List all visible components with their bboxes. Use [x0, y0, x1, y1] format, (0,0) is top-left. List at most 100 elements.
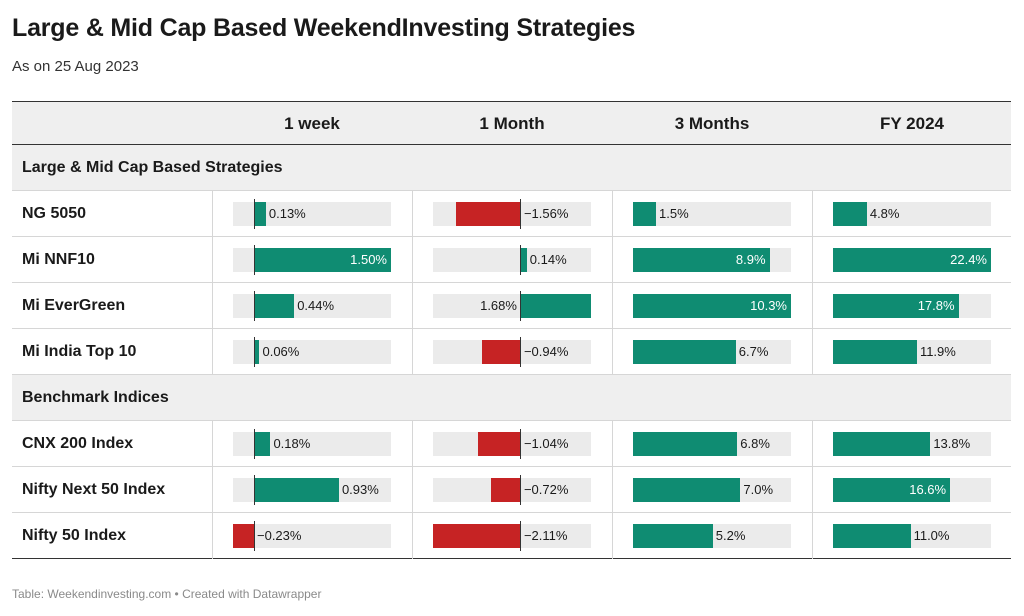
value-bar: [254, 248, 391, 272]
value-bar: [633, 202, 656, 226]
bar-cell: 16.6%: [833, 478, 991, 502]
value-bar: [833, 432, 931, 456]
value-bar: [254, 340, 260, 364]
zero-axis: [520, 429, 522, 459]
bar-cell: 5.2%: [633, 524, 791, 548]
group-header: Large & Mid Cap Based Strategies: [12, 145, 1011, 191]
chart-subtitle: As on 25 Aug 2023: [12, 58, 139, 75]
row-name: Nifty 50 Index: [22, 527, 127, 544]
column-divider: [412, 513, 413, 559]
column-divider: [212, 237, 213, 283]
chart-title: Large & Mid Cap Based WeekendInvesting S…: [12, 14, 636, 42]
zero-axis: [520, 245, 522, 275]
bar-cell: 6.7%: [633, 340, 791, 364]
value-label: 7.0%: [743, 482, 774, 497]
column-divider: [612, 513, 613, 559]
table-row: Mi India Top 10 0.06% −0.94% 6.7% 11.9%: [12, 329, 1011, 375]
column-header: 1 Month: [479, 114, 545, 133]
column-divider: [412, 421, 413, 467]
bar-track: [433, 248, 591, 272]
value-bar: [520, 294, 591, 318]
value-bar: [254, 432, 271, 456]
zero-axis: [253, 429, 255, 459]
value-label: 13.8%: [933, 436, 971, 451]
column-divider: [412, 191, 413, 237]
value-bar: [481, 340, 521, 364]
value-label: 1.68%: [480, 298, 517, 313]
zero-axis: [520, 199, 522, 229]
column-divider: [212, 191, 213, 237]
row-name: Mi EverGreen: [22, 297, 126, 314]
bar-track: [233, 524, 391, 548]
column-divider: [612, 329, 613, 375]
value-label: −2.11%: [523, 528, 568, 543]
bar-cell: 7.0%: [633, 478, 791, 502]
column-header: 3 Months: [674, 114, 750, 133]
value-bar: [633, 340, 736, 364]
bar-cell: 0.13%: [233, 199, 391, 229]
bar-cell: −0.23%: [233, 521, 391, 551]
value-bar: [254, 202, 266, 226]
group-header: Benchmark Indices: [12, 375, 1011, 421]
bar-cell: 0.44%: [233, 291, 391, 321]
row-name: NG 5050: [22, 205, 87, 222]
column-divider: [612, 421, 613, 467]
column-divider: [212, 283, 213, 329]
bar-cell: 22.4%: [833, 248, 991, 272]
bar-cell: 0.06%: [233, 337, 391, 367]
value-label: 8.9%: [735, 252, 766, 267]
table-row: NG 5050 0.13% −1.56% 1.5% 4.8%: [12, 191, 1011, 237]
value-label: 0.13%: [268, 206, 306, 221]
value-bar: [633, 478, 741, 502]
value-label: 0.93%: [341, 482, 379, 497]
row-name: Nifty Next 50 Index: [22, 481, 166, 498]
bar-cell: 6.8%: [633, 432, 791, 456]
value-bar: [633, 432, 738, 456]
column-divider: [612, 237, 613, 283]
bar-cell: 1.5%: [633, 202, 791, 226]
value-bar: [633, 524, 713, 548]
value-bar: [520, 248, 527, 272]
table-row: Mi EverGreen 0.44% 1.68% 10.3% 17.8%: [12, 283, 1011, 329]
bar-cell: 0.14%: [433, 245, 591, 275]
group-label: Benchmark Indices: [22, 389, 169, 406]
column-header: 1 week: [284, 114, 340, 133]
row-name: Mi NNF10: [22, 251, 95, 268]
table-row: Nifty 50 Index −0.23% −2.11% 5.2% 11.0%: [12, 513, 1011, 559]
table-row: Mi NNF10 1.50% 0.14% 8.9% 22.4%: [12, 237, 1011, 283]
value-label: 6.8%: [740, 436, 770, 451]
column-divider: [812, 467, 813, 513]
value-bar: [833, 478, 951, 502]
value-label: 17.8%: [917, 298, 955, 313]
bar-cell: 11.0%: [833, 524, 991, 548]
bar-cell: 11.9%: [833, 340, 991, 364]
column-divider: [812, 329, 813, 375]
column-divider: [212, 421, 213, 467]
value-label: 4.8%: [869, 206, 900, 221]
value-label: 0.14%: [529, 252, 567, 267]
column-divider: [812, 191, 813, 237]
column-divider: [412, 329, 413, 375]
bar-cell: −2.11%: [433, 521, 591, 551]
value-label: 22.4%: [950, 252, 987, 267]
column-divider: [212, 513, 213, 559]
bar-cell: 1.50%: [233, 245, 391, 275]
value-bar: [833, 340, 917, 364]
column-divider: [212, 467, 213, 513]
zero-axis: [253, 337, 255, 367]
value-label: −0.94%: [523, 344, 569, 359]
group-label: Large & Mid Cap Based Strategies: [22, 159, 283, 176]
value-label: 0.18%: [273, 436, 311, 451]
value-label: 5.2%: [715, 528, 746, 543]
zero-axis: [253, 521, 255, 551]
bar-cell: −0.94%: [433, 337, 591, 367]
column-divider: [412, 467, 413, 513]
value-label: 6.7%: [738, 344, 769, 359]
value-bar: [833, 294, 959, 318]
value-label: −1.56%: [523, 206, 569, 221]
zero-axis: [520, 521, 522, 551]
value-bar: [833, 524, 911, 548]
value-bar: [833, 202, 867, 226]
column-divider: [812, 283, 813, 329]
bar-cell: 13.8%: [833, 432, 991, 456]
